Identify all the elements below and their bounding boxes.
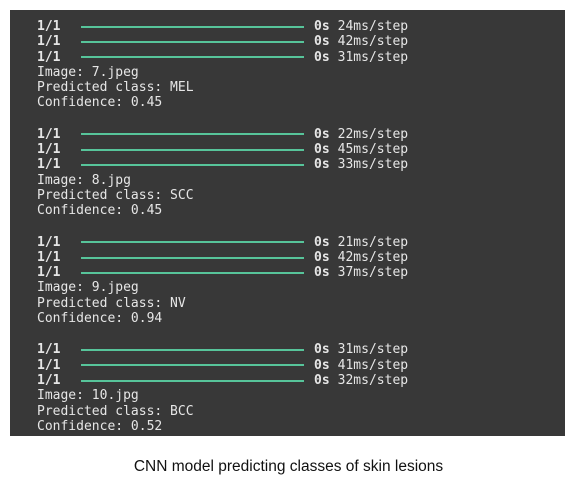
step-count: 1/1 [37,34,61,50]
progress-bar-fill [81,348,304,351]
image-filename: Image: 8.jpg [37,172,131,188]
confidence-score: Confidence: 0.45 [37,95,163,111]
elapsed-time: 0s [314,49,330,65]
progress-bar-fill [81,164,304,167]
step-rate: 24ms/step [337,19,409,34]
progress-bar [81,271,304,274]
progress-line: 1/1 0s 24ms/step [37,19,565,34]
progress-bar [81,256,304,259]
progress-bar-fill [81,133,304,136]
predicted-class: Predicted class: BCC [37,403,194,419]
predicted-class: Predicted class: SCC [37,187,194,203]
prediction-block-1: 1/1 0s 24ms/step 1/1 0s 42ms/step 1/1 0s… [37,19,565,111]
step-count: 1/1 [37,357,61,373]
progress-line: 1/1 0s 42ms/step [37,250,565,265]
progress-bar-fill [81,148,304,151]
progress-line: 1/1 0s 31ms/step [37,50,565,65]
progress-bar-fill [81,25,304,28]
image-filename: Image: 9.jpeg [37,280,139,296]
progress-line: 1/1 0s 45ms/step [37,142,565,157]
prediction-block-2: 1/1 0s 22ms/step 1/1 0s 45ms/step 1/1 0s… [37,127,565,219]
elapsed-time: 0s [314,249,330,265]
step-count: 1/1 [37,265,61,281]
progress-bar [81,364,304,367]
elapsed-time: 0s [314,34,330,50]
step-rate: 42ms/step [337,249,409,265]
step-count: 1/1 [37,157,61,173]
elapsed-time: 0s [314,234,330,250]
progress-bar [81,40,304,43]
step-rate: 37ms/step [337,265,409,281]
step-rate: 22ms/step [337,126,409,142]
progress-bar-fill [81,364,304,367]
step-count: 1/1 [37,234,61,250]
step-count: 1/1 [37,372,61,388]
predicted-class: Predicted class: MEL [37,80,194,96]
confidence-score: Confidence: 0.52 [37,418,163,434]
prediction-block-3: 1/1 0s 21ms/step 1/1 0s 42ms/step 1/1 0s… [37,235,565,327]
progress-line: 1/1 0s 37ms/step [37,265,565,280]
step-rate: 45ms/step [337,142,409,158]
progress-bar-fill [81,56,304,59]
progress-bar [81,164,304,167]
step-rate: 41ms/step [337,357,409,373]
step-rate: 31ms/step [337,49,409,65]
progress-bar [81,25,304,28]
step-rate: 32ms/step [337,372,409,388]
step-rate: 33ms/step [337,157,409,173]
progress-bar [81,241,304,244]
progress-bar-fill [81,271,304,274]
progress-line: 1/1 0s 33ms/step [37,157,565,172]
step-count: 1/1 [37,19,61,34]
step-rate: 31ms/step [337,342,409,358]
progress-bar-fill [81,241,304,244]
step-count: 1/1 [37,49,61,65]
step-count: 1/1 [37,249,61,265]
step-rate: 42ms/step [337,34,409,50]
progress-line: 1/1 0s 22ms/step [37,127,565,142]
step-count: 1/1 [37,126,61,142]
progress-bar-fill [81,40,304,43]
progress-line: 1/1 0s 42ms/step [37,34,565,49]
step-count: 1/1 [37,142,61,158]
predicted-class: Predicted class: NV [37,295,186,311]
step-rate: 21ms/step [337,234,409,250]
image-filename: Image: 10.jpg [37,388,139,404]
terminal-output: 1/1 0s 24ms/step 1/1 0s 42ms/step 1/1 0s… [10,10,565,436]
progress-line: 1/1 0s 21ms/step [37,235,565,250]
progress-bar [81,148,304,151]
elapsed-time: 0s [314,19,330,34]
confidence-score: Confidence: 0.94 [37,311,163,327]
elapsed-time: 0s [314,157,330,173]
elapsed-time: 0s [314,126,330,142]
elapsed-time: 0s [314,342,330,358]
elapsed-time: 0s [314,142,330,158]
progress-bar [81,379,304,382]
figure-caption: CNN model predicting classes of skin les… [133,458,444,475]
image-filename: Image: 7.jpeg [37,64,139,80]
progress-bar-fill [81,256,304,259]
elapsed-time: 0s [314,357,330,373]
elapsed-time: 0s [314,265,330,281]
progress-line: 1/1 0s 41ms/step [37,358,565,373]
progress-bar [81,348,304,351]
progress-line: 1/1 0s 31ms/step [37,342,565,357]
progress-line: 1/1 0s 32ms/step [37,373,565,388]
elapsed-time: 0s [314,372,330,388]
progress-bar [81,56,304,59]
progress-bar [81,133,304,136]
prediction-block-4: 1/1 0s 31ms/step 1/1 0s 41ms/step 1/1 0s… [37,342,565,434]
step-count: 1/1 [37,342,61,358]
confidence-score: Confidence: 0.45 [37,203,163,219]
progress-bar-fill [81,379,304,382]
